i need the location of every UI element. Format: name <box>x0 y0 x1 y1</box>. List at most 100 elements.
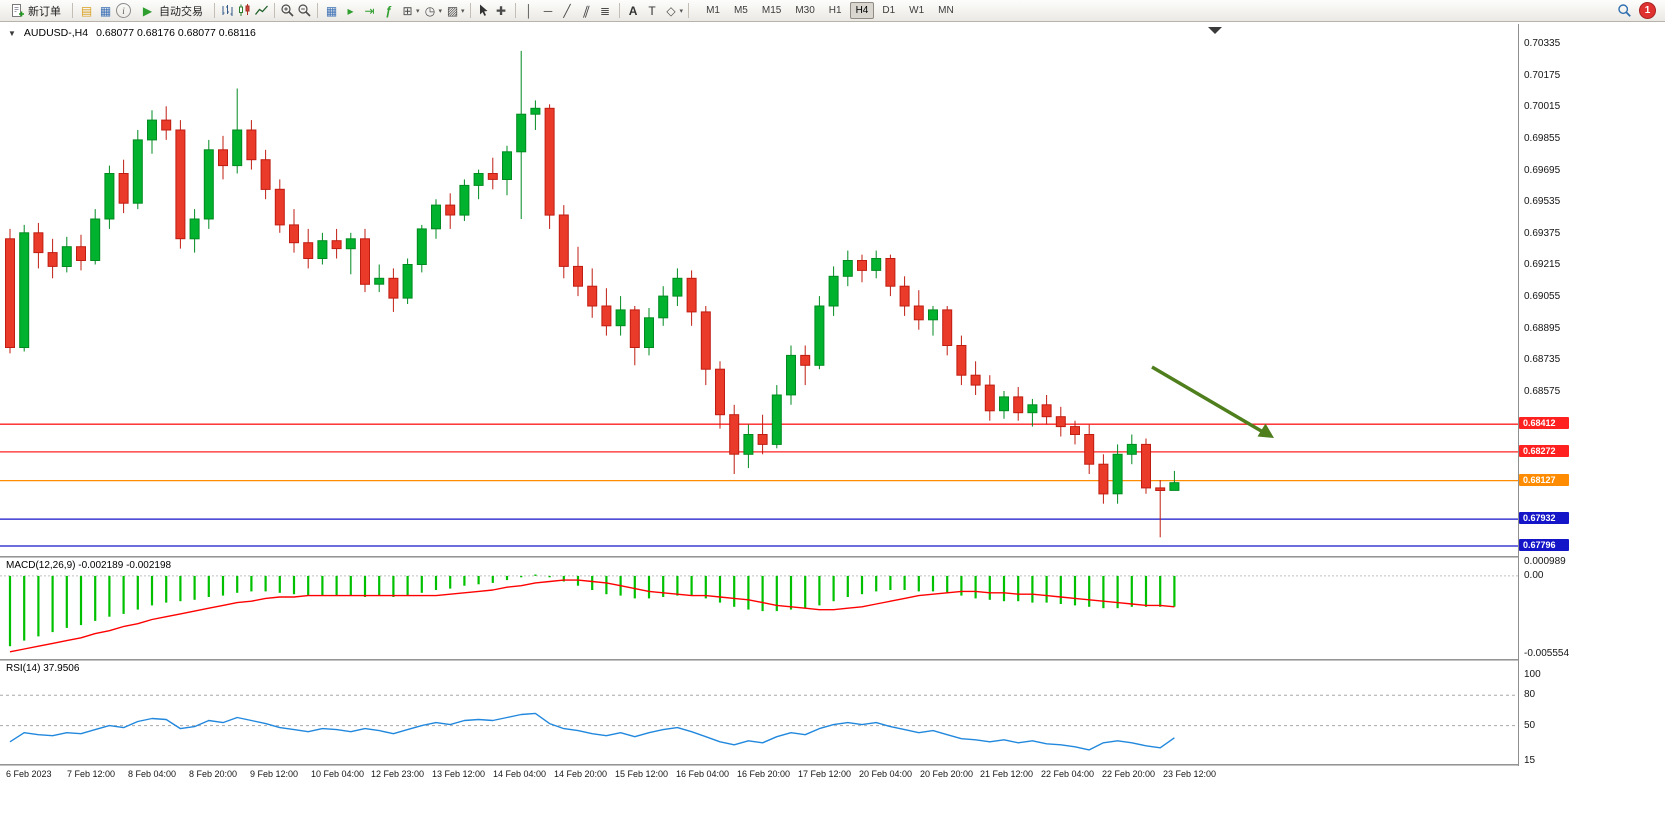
charts-profile-icon[interactable]: ▤ <box>80 3 93 18</box>
templates-button[interactable]: ▨ ▾ <box>444 3 465 19</box>
candle-body <box>118 173 129 204</box>
candle-body <box>1169 482 1180 491</box>
market-watch-icon[interactable]: ▦ <box>99 3 112 18</box>
candlestick-chart-icon[interactable] <box>237 3 252 18</box>
candle-body <box>786 354 796 396</box>
shapes-button[interactable]: ◇ ▾ <box>663 3 683 19</box>
time-axis-label: 7 Feb 12:00 <box>67 769 116 779</box>
chart-shift-icon[interactable]: ⇥ <box>364 3 375 18</box>
toolbar-separator <box>514 3 516 18</box>
macd-histogram-bar <box>1130 575 1133 607</box>
price-level-label: 0.67796 <box>1519 539 1569 551</box>
timeframe-m30-button[interactable]: M30 <box>795 5 815 16</box>
notification-badge[interactable]: 1 <box>1639 2 1656 19</box>
price-chart[interactable] <box>0 24 1518 556</box>
macd-panel[interactable] <box>0 558 1518 659</box>
macd-histogram-bar <box>988 575 991 600</box>
panel-splitter[interactable] <box>0 556 1665 558</box>
macd-histogram-bar <box>136 575 139 610</box>
macd-histogram-bar <box>8 575 12 647</box>
auto-trading-button[interactable]: ▶ 自动交易 <box>133 1 209 21</box>
timeframe-m5-button[interactable]: M5 <box>733 5 748 16</box>
chart-shift-marker[interactable] <box>1208 27 1222 34</box>
macd-histogram-bar <box>1173 575 1176 607</box>
price-axis-label: 0.69695 <box>1524 165 1561 176</box>
equidistant-channel-icon[interactable]: ∥ <box>580 3 592 18</box>
time-axis-label: 22 Feb 20:00 <box>1102 769 1156 779</box>
zoom-out-icon[interactable] <box>297 3 312 18</box>
candle-body <box>502 151 512 181</box>
timeframe-mn-button[interactable]: MN <box>938 5 954 16</box>
candle-body <box>416 228 427 265</box>
macd-histogram-bar <box>292 575 296 595</box>
time-axis-label: 13 Feb 12:00 <box>432 769 486 779</box>
timeframe-m1-button[interactable]: M1 <box>706 5 720 16</box>
bar-chart-icon[interactable] <box>220 3 235 18</box>
candle-body <box>544 107 555 216</box>
tile-windows-icon[interactable]: ▦ <box>325 3 338 18</box>
candle-body <box>828 275 839 307</box>
periods-button[interactable]: ◷ ▾ <box>422 3 442 19</box>
candle-body <box>558 214 569 267</box>
indicators-icon[interactable]: ƒ <box>385 3 392 18</box>
timeframe-h1-button[interactable]: H1 <box>828 5 842 16</box>
vertical-line-icon[interactable]: │ <box>525 3 533 18</box>
fibonacci-icon[interactable]: ≣ <box>600 3 611 18</box>
candle-body <box>771 394 782 445</box>
candle-body <box>61 246 72 267</box>
new-chart-button[interactable]: ⊞ ▾ <box>399 3 419 19</box>
macd-histogram-bar <box>378 575 381 596</box>
price-axis[interactable]: 0.70335 0.70175 0.70015 0.69855 0.69695 0.695… <box>1518 24 1665 766</box>
macd-histogram-bar <box>875 575 878 592</box>
macd-histogram-bar <box>179 575 182 602</box>
one-click-trading-arrow[interactable]: ▼ <box>8 28 16 38</box>
time-axis-label: 9 Feb 12:00 <box>250 769 299 779</box>
panel-splitter[interactable] <box>0 659 1665 661</box>
text-tool-icon[interactable]: A <box>628 3 638 18</box>
price-axis-label: 0.68735 <box>1524 354 1561 365</box>
timeframe-m15-button[interactable]: M15 <box>761 5 782 16</box>
info-icon[interactable]: i <box>116 3 131 18</box>
horizontal-line-icon[interactable]: ─ <box>543 3 553 18</box>
timeframe-h4-button[interactable]: H4 <box>849 2 875 19</box>
candle-body <box>5 238 15 348</box>
label-tool-icon[interactable]: T <box>648 3 656 18</box>
cursor-icon[interactable] <box>476 3 491 18</box>
toolbar-separator <box>317 3 318 18</box>
candle-body <box>1027 404 1038 414</box>
rsi-label: RSI(14) 37.9506 <box>6 663 80 674</box>
candle-body <box>587 285 598 307</box>
trend-arrow-line[interactable] <box>1151 365 1264 434</box>
candle-body <box>189 218 200 240</box>
time-axis-label: 22 Feb 04:00 <box>1041 769 1095 779</box>
toolbar-separator <box>688 3 690 18</box>
macd-histogram-bar <box>406 575 409 596</box>
candle-body <box>729 414 740 455</box>
auto-scroll-icon[interactable]: ▸ <box>347 3 354 18</box>
time-axis[interactable]: 6 Feb 2023 7 Feb 12:00 8 Feb 04:00 8 Feb 20… <box>0 766 1518 784</box>
candle-body <box>402 264 413 299</box>
timeframe-d1-button[interactable]: D1 <box>882 5 896 16</box>
crosshair-icon[interactable]: ✚ <box>496 3 507 18</box>
trendline-icon[interactable]: ╱ <box>563 3 571 18</box>
candle-body <box>232 129 243 167</box>
line-chart-icon[interactable] <box>254 3 269 18</box>
macd-histogram-bar <box>903 575 906 590</box>
zoom-in-icon[interactable] <box>280 3 295 18</box>
search-icon[interactable] <box>1617 3 1632 18</box>
time-axis-label: 20 Feb 04:00 <box>859 769 913 779</box>
timeframe-w1-button[interactable]: W1 <box>909 5 925 16</box>
chart-quote-ohlc: 0.68077 0.68176 0.68077 0.68116 <box>96 27 256 39</box>
rsi-panel[interactable] <box>0 661 1518 764</box>
candle-body <box>573 265 583 287</box>
time-axis-label: 17 Feb 12:00 <box>798 769 852 779</box>
candle-body <box>928 309 938 321</box>
new-order-button[interactable]: 新订单 <box>4 1 67 21</box>
macd-histogram-bar <box>37 575 40 637</box>
macd-histogram-bar <box>434 575 438 590</box>
candle-body <box>842 260 853 277</box>
time-axis-label: 16 Feb 20:00 <box>737 769 791 779</box>
rsi-scale-label: 80 <box>1524 689 1536 700</box>
macd-histogram-bar <box>1017 575 1020 602</box>
